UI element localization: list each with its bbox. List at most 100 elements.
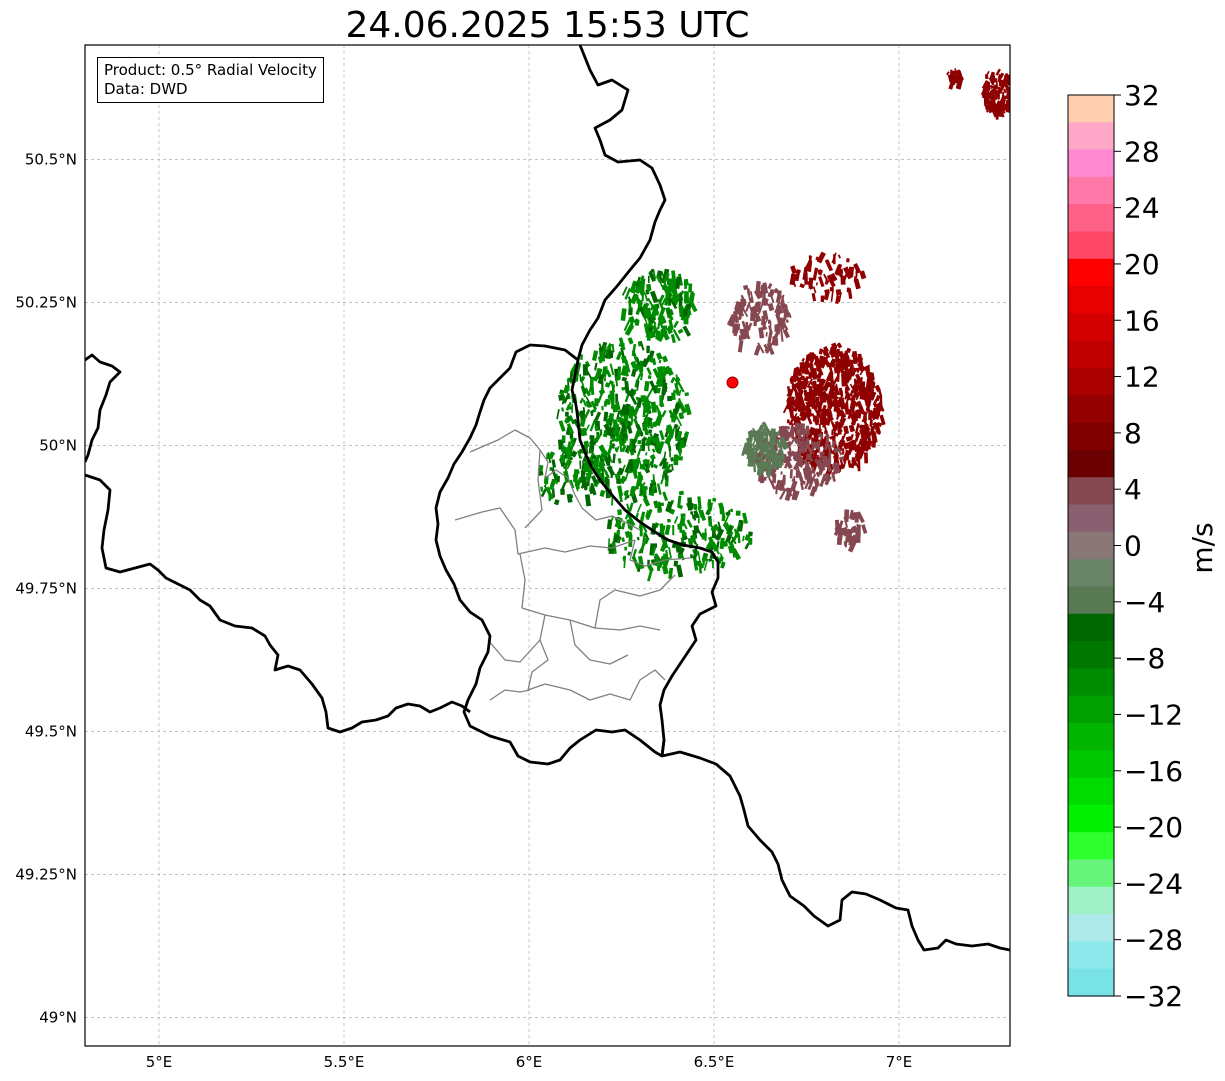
echo-pixel: [800, 482, 805, 491]
echo-pixel: [668, 409, 676, 422]
echo-pixel: [732, 538, 736, 543]
colorbar-unit-label: m/s: [1186, 522, 1219, 573]
colorbar-segment: [1068, 449, 1114, 478]
echo-pixel: [763, 476, 767, 481]
echo-pixel: [824, 430, 828, 434]
echo-pixel: [585, 424, 590, 432]
echo-pixel: [636, 448, 642, 458]
echo-pixel: [655, 274, 662, 283]
echo-pixel: [612, 453, 616, 464]
echo-pixel: [779, 436, 790, 450]
echo-pixel: [658, 359, 662, 364]
echo-pixel: [582, 407, 586, 413]
echo-pixel: [760, 285, 764, 291]
colorbar-segment: [1068, 477, 1114, 506]
echo-pixel: [753, 345, 761, 356]
echo-pixel: [614, 404, 619, 410]
echo-pixel: [594, 398, 599, 407]
echo-pixel: [621, 445, 627, 453]
echo-pixel: [605, 418, 609, 424]
echo-pixel: [664, 472, 668, 480]
echo-pixel: [621, 522, 626, 530]
echo-pixel: [784, 487, 793, 498]
echo-pixel: [634, 462, 638, 468]
echo-pixel: [624, 324, 635, 336]
echo-pixel: [818, 269, 823, 276]
echo-pixel: [601, 350, 605, 362]
echo-pixel: [680, 290, 685, 295]
echo-pixel: [617, 366, 621, 380]
echo-pixel: [720, 561, 726, 569]
echo-pixel: [831, 252, 837, 264]
data-source-label: Data: DWD: [104, 80, 188, 98]
echo-pixel: [1002, 109, 1006, 114]
echo-pixel: [757, 342, 765, 354]
echo-pixel: [668, 567, 674, 580]
echo-pixel: [831, 440, 837, 449]
latitude-tick-label: 49.5°N: [25, 722, 77, 740]
outbound-light-echoes-south: [833, 509, 868, 553]
echo-pixel: [659, 430, 665, 441]
echo-pixel: [647, 568, 654, 582]
echo-pixel: [699, 509, 706, 522]
echo-pixel: [712, 560, 714, 569]
echo-pixel: [610, 427, 616, 437]
echo-pixel: [801, 433, 806, 445]
colorbar-segment: [1068, 859, 1114, 888]
echo-pixel: [747, 291, 752, 302]
echo-pixel: [698, 515, 700, 524]
echo-pixel: [678, 490, 685, 496]
echo-pixel: [815, 443, 821, 450]
echo-pixel: [677, 328, 684, 334]
echo-pixel: [807, 445, 814, 454]
echo-pixel: [863, 419, 867, 424]
echo-pixel: [640, 511, 646, 522]
echo-pixel: [646, 283, 652, 292]
echo-pixel: [674, 276, 682, 289]
echo-pixel: [741, 442, 750, 455]
colorbar-tick-label: −28: [1124, 924, 1183, 957]
echo-pixel: [629, 394, 638, 406]
colorbar-tick-label: −12: [1124, 698, 1183, 731]
echo-pixel: [598, 463, 606, 473]
echo-pixel: [569, 372, 573, 382]
echo-pixel: [819, 473, 827, 487]
echo-pixel: [679, 523, 683, 533]
echo-pixel: [660, 472, 666, 485]
echo-pixel: [875, 394, 881, 402]
echo-pixel: [590, 485, 597, 496]
echo-pixel: [855, 512, 860, 520]
echo-pixel: [621, 286, 628, 296]
echo-pixel: [692, 534, 696, 541]
echo-pixel: [861, 391, 868, 401]
echo-pixel: [832, 345, 838, 358]
colorbar-segment: [1068, 968, 1114, 997]
echo-pixel: [703, 558, 709, 571]
echo-pixel: [738, 335, 742, 341]
echo-pixel: [791, 490, 797, 501]
echo-pixel: [667, 518, 671, 523]
echo-pixel: [790, 429, 795, 435]
echo-pixel: [753, 463, 757, 473]
echo-pixel: [650, 401, 657, 413]
echo-pixel: [675, 374, 678, 386]
echo-pixel: [616, 478, 622, 485]
echo-pixel: [853, 276, 857, 283]
map-panel: [84, 44, 1011, 1047]
colorbar-tick-label: 12: [1124, 361, 1160, 394]
echo-pixel: [566, 423, 575, 435]
echo-pixel: [673, 403, 682, 414]
longitude-tick-label: 7°E: [886, 1053, 913, 1071]
echo-pixel: [836, 446, 843, 456]
inbound-echoes-south: [606, 490, 753, 582]
echo-pixel: [647, 275, 650, 283]
echo-pixel: [670, 376, 676, 384]
echo-pixel: [1002, 78, 1010, 87]
echo-pixel: [770, 457, 774, 462]
echo-pixel: [774, 300, 781, 313]
echo-pixel: [673, 320, 679, 329]
map-background: [85, 45, 1010, 1046]
echo-pixel: [790, 377, 795, 385]
echo-pixel: [853, 537, 857, 543]
echo-pixel: [563, 392, 571, 404]
